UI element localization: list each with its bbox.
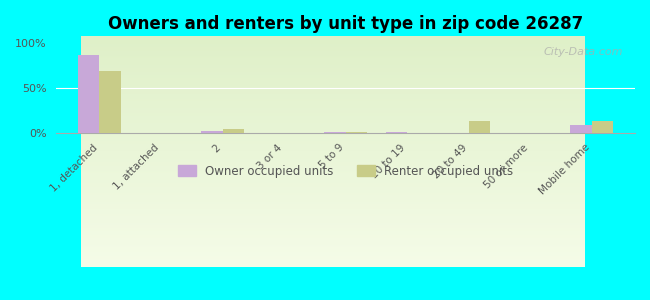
Bar [222, 129, 244, 133]
Bar [469, 121, 490, 133]
Bar [592, 121, 614, 133]
Text: City-Data.com: City-Data.com [544, 47, 623, 57]
Bar [78, 55, 99, 133]
Bar [346, 132, 367, 133]
Legend: Owner occupied units, Renter occupied units: Owner occupied units, Renter occupied un… [174, 160, 518, 182]
Title: Owners and renters by unit type in zip code 26287: Owners and renters by unit type in zip c… [108, 15, 583, 33]
Bar [99, 71, 121, 133]
Bar [201, 131, 222, 133]
Bar [324, 132, 346, 133]
Bar [385, 132, 408, 133]
Bar [570, 124, 592, 133]
